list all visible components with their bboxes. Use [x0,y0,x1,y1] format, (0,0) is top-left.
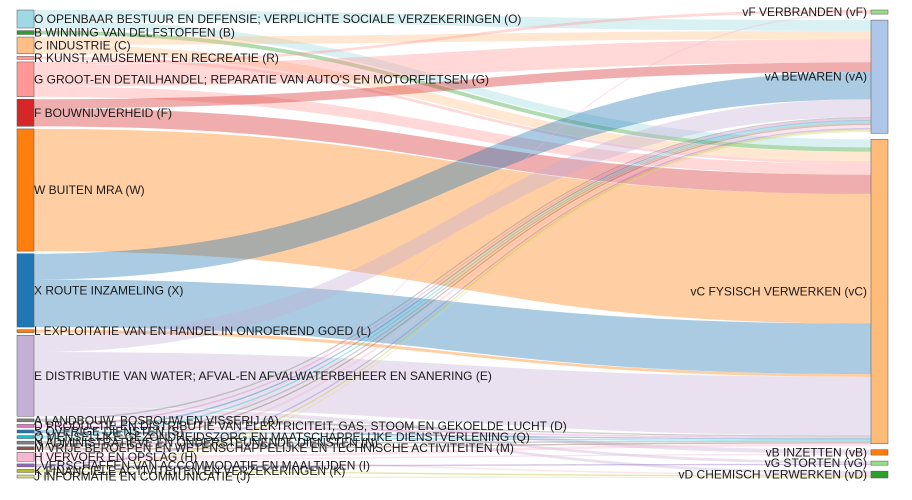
sankey-label-X: X ROUTE INZAMELING (X) [34,283,183,297]
sankey-node-W[interactable] [16,128,35,252]
sankey-link-J-vA[interactable] [34,130,871,477]
sankey-link-M-vA[interactable] [34,123,871,449]
sankey-link-N-vC[interactable] [34,440,871,445]
sankey-link-R-vC[interactable] [34,56,871,164]
sankey-node-Q[interactable] [16,435,35,439]
sankey-label-E: E DISTRIBUTIE VAN WATER; AFVAL-EN AFVALW… [34,369,492,383]
sankey-link-Q-vA[interactable] [34,121,871,438]
sankey-label-S: S OVERIGE DIENSTEN (S) [34,424,183,438]
sankey-nodes [16,9,889,479]
sankey-link-L-vC[interactable] [34,329,871,377]
sankey-label-vB: vB INZETTEN (vB) [766,445,867,459]
sankey-node-C[interactable] [16,36,35,55]
sankey-link-M-vC[interactable] [34,442,871,450]
sankey-link-C-vC[interactable] [34,44,871,162]
sankey-link-O-vC[interactable] [34,20,871,148]
sankey-link-X-vC[interactable] [34,279,871,375]
sankey-label-vC: vC FYSISCH VERWERKEN (vC) [691,284,867,298]
sankey-node-K[interactable] [16,469,35,473]
sankey-link-G-vC[interactable] [34,86,871,175]
sankey-node-X[interactable] [16,253,35,328]
sankey-link-A-vA[interactable] [34,116,871,421]
sankey-node-B[interactable] [16,30,35,35]
sankey-link-H-vA[interactable] [34,125,871,457]
sankey-link-W-vC[interactable] [34,128,871,324]
sankey-node-vB[interactable] [870,449,889,456]
sankey-link-A-vC[interactable] [34,420,871,437]
sankey-node-S[interactable] [16,429,35,434]
sankey-label-R: R KUNST, AMUSEMENT EN RECREATIE (R) [34,51,279,65]
sankey-link-C-vA[interactable] [34,31,871,45]
sankey-link-H-vD[interactable] [34,460,871,476]
sankey-link-H-vB[interactable] [34,453,871,461]
sankey-node-H[interactable] [16,452,35,462]
sankey-link-S-vA[interactable] [34,119,871,432]
sankey-node-vD[interactable] [870,470,889,479]
sankey-label-vG: vG STORTEN (vG) [765,456,867,470]
sankey-label-vD: vD CHEMISCH VERWERKEN (vD) [679,468,867,482]
sankey-link-E-vC[interactable] [34,351,871,436]
sankey-label-Q: Q MENSELIJKE GEZONDHEIDSZORG EN MAATSCHA… [34,430,530,444]
sankey-node-R[interactable] [16,56,35,60]
sankey-link-D-vA[interactable] [34,118,871,426]
sankey-link-I-vG[interactable] [34,463,871,467]
sankey-link-D-vC[interactable] [34,425,871,439]
sankey-node-G[interactable] [16,61,35,97]
sankey-link-K-vA[interactable] [34,129,871,471]
sankey-link-E-vA[interactable] [34,99,871,352]
sankey-label-F: F BOUWNIJVERHEID (F) [34,106,172,120]
sankey-label-L: L EXPLOITATIE VAN EN HANDEL IN ONROEREND… [34,324,371,338]
sankey-link-I-vA[interactable] [34,127,871,466]
sankey-link-F-vC[interactable] [34,108,871,194]
sankey-node-N[interactable] [16,440,35,445]
sankey-node-vC[interactable] [870,139,889,444]
sankey-labels: O OPENBAAR BESTUUR EN DEFENSIE; VERPLICH… [34,5,867,483]
sankey-label-K: K FINANCIËLE ACTIVITEITEN EN VERZEKERING… [34,464,345,478]
sankey-label-M: M VRIJE BEROEPEN EN WETENSCHAPPELIJKE EN… [34,441,514,455]
sankey-label-vF: vF VERBRANDEN (vF) [742,5,867,19]
sankey-label-vA: vA BEWAREN (vA) [765,70,867,84]
sankey-node-I[interactable] [16,463,35,468]
sankey-node-L[interactable] [16,329,35,333]
sankey-node-A[interactable] [16,418,35,423]
sankey-link-B-vC[interactable] [34,30,871,152]
sankey-node-vG[interactable] [870,460,889,466]
sankey-link-J-vD[interactable] [34,476,871,478]
sankey-node-D[interactable] [16,424,35,428]
sankey-node-vF[interactable] [870,9,889,15]
sankey-node-M[interactable] [16,446,35,450]
sankey-link-G-vA[interactable] [34,39,871,87]
sankey-label-B: B WINNING VAN DELFSTOFFEN (B) [34,26,235,40]
sankey-label-I: I VERSCHAFFEN VAN ACCOMMODATIE EN MAALTI… [34,458,370,472]
sankey-label-A: A LANDBOUW, BOSBOUW EN VISSERIJ (A) [34,413,279,427]
sankey-link-N-vA[interactable] [34,122,871,443]
sankey-link-X-vA[interactable] [34,71,871,280]
sankey-link-E-vD[interactable] [34,413,871,474]
sankey-link-S-vC[interactable] [34,431,871,440]
sankey-node-vA[interactable] [870,19,889,134]
sankey-link-Q-vC[interactable] [34,437,871,441]
sankey-link-H-vC[interactable] [34,443,871,459]
sankey-label-N: N ADMINISTRATIEVE EN ONDERSTEUNENDE DIEN… [34,436,378,450]
sankey-link-E-vG[interactable] [34,411,871,464]
sankey-link-H-vF[interactable] [34,12,871,454]
sankey-link-O-vA[interactable] [34,10,871,32]
sankey-label-O: O OPENBAAR BESTUUR EN DEFENSIE; VERPLICH… [34,12,521,26]
sankey-link-F-vA[interactable] [34,62,871,109]
sankey-link-G-vF[interactable] [34,10,871,65]
sankey-label-J: J INFORMATIE EN COMMUNICATIE (J) [34,470,250,484]
sankey-label-H: H VERVOER EN OPSLAG (H) [34,450,197,464]
sankey-label-G: G GROOT-EN DETAILHANDEL; REPARATIE VAN A… [34,72,489,86]
sankey-label-W: W BUITEN MRA (W) [34,183,145,197]
sankey-label-D: D PRODUCTIE EN DISTRIBUTIE VAN ELEKTRICI… [34,419,567,433]
sankey-label-C: C INDUSTRIE (C) [34,38,131,52]
sankey-link-K-vD[interactable] [34,470,871,477]
sankey-node-O[interactable] [16,9,35,29]
sankey-links [34,10,871,478]
sankey-link-E-vB[interactable] [34,407,871,454]
sankey-node-J[interactable] [16,474,35,479]
sankey-node-E[interactable] [16,334,35,417]
sankey-node-F[interactable] [16,99,35,127]
